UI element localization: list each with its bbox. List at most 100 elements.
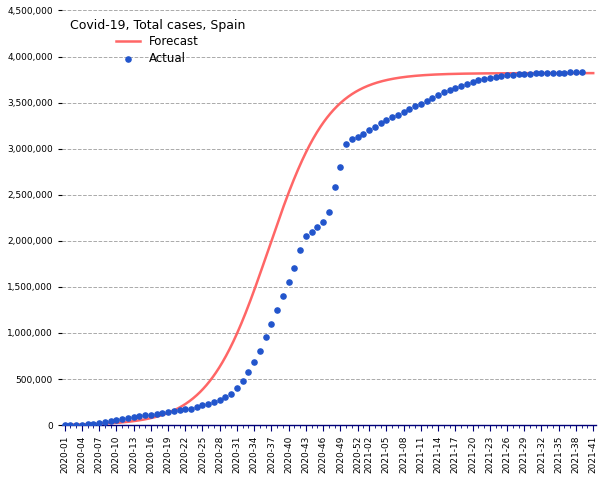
Actual [428,94,437,102]
Actual [203,400,213,408]
Forecast [590,70,597,76]
Actual [261,333,270,340]
Actual [508,71,518,79]
Actual [468,79,477,86]
Actual [566,69,575,76]
Actual [416,100,426,108]
Actual [554,69,564,77]
Actual [399,108,408,116]
Actual [451,84,460,92]
Actual [278,292,288,300]
Actual [123,414,132,421]
Actual [238,377,247,385]
Actual [479,75,489,83]
Actual [474,77,483,84]
Actual [186,405,196,412]
Actual [65,421,75,429]
Actual [152,410,162,418]
Actual [83,420,93,428]
Actual [301,232,311,240]
Actual [249,358,259,365]
Actual [215,396,224,404]
Actual [336,163,345,171]
Actual [140,412,150,420]
Actual [330,183,339,191]
Actual [422,97,431,105]
Actual [180,406,190,413]
Actual [77,421,87,429]
Actual [198,401,208,409]
Actual [255,348,265,355]
Actual [341,140,351,148]
Actual [71,421,81,429]
Actual [439,89,449,96]
Actual [88,420,98,428]
Actual [272,306,282,314]
Actual [353,133,362,141]
Actual [244,368,253,375]
Actual [445,86,454,94]
Actual [520,71,529,78]
Actual [192,403,201,410]
Actual [497,72,506,80]
Actual [209,398,219,406]
Forecast [115,420,122,426]
Actual [175,407,185,414]
Actual [134,412,144,420]
Actual [577,68,587,76]
Forecast [294,168,301,174]
Actual [393,111,403,119]
Forecast [483,71,490,76]
Actual [94,419,104,427]
Actual [307,228,316,236]
Actual [284,278,293,286]
Actual [106,417,116,425]
Actual [485,74,495,82]
Actual [525,70,535,78]
Actual [364,126,374,134]
Actual [347,136,357,144]
Actual [232,384,242,392]
Actual [163,408,173,416]
Actual [295,246,305,254]
Actual [548,69,558,77]
Actual [290,264,299,272]
Actual [60,421,70,429]
Actual [376,119,385,127]
Actual [157,409,167,417]
Actual [571,69,581,76]
Actual [433,91,443,99]
Actual [456,82,466,90]
Actual [221,394,231,401]
Actual [226,390,236,397]
Actual [543,69,552,77]
Actual [387,113,397,121]
Actual [324,208,334,216]
Actual [405,105,414,113]
Actual [502,72,512,79]
Actual [370,123,380,131]
Actual [169,408,178,415]
Line: Forecast: Forecast [65,73,594,425]
Actual [537,70,546,77]
Actual [531,70,541,77]
Forecast [473,71,480,76]
Actual [313,223,322,231]
Forecast [61,422,68,428]
Actual [129,413,139,420]
Actual [318,218,328,226]
Actual [267,320,276,328]
Actual [491,73,500,81]
Actual [359,130,368,138]
Forecast [424,72,431,78]
Actual [382,116,391,124]
Forecast [275,218,282,224]
Actual [117,415,127,422]
Actual [111,416,121,424]
Legend: Forecast, Actual: Forecast, Actual [68,16,247,67]
Actual [410,102,420,110]
Actual [146,411,155,419]
Actual [514,71,523,78]
Actual [462,80,472,88]
Actual [560,69,569,76]
